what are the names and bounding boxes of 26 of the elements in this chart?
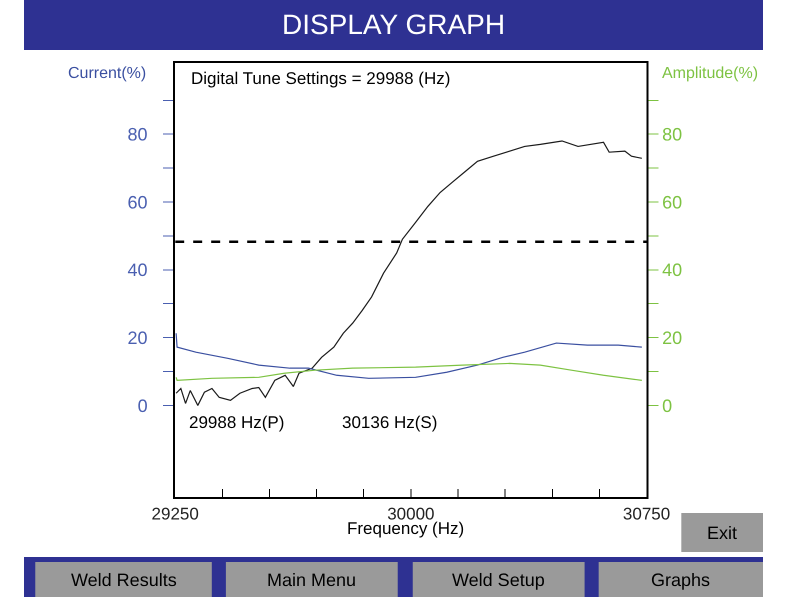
x-tick-label: 30750 bbox=[622, 504, 670, 524]
y2-axis-title: Amplitude(%) bbox=[662, 65, 758, 82]
y-tick-label: 40 bbox=[128, 260, 148, 280]
text: Weld Results bbox=[71, 570, 177, 590]
line-series bbox=[176, 332, 642, 379]
annotation: 30136 Hz(S) bbox=[342, 413, 438, 432]
chart-title: DISPLAY GRAPH bbox=[282, 9, 506, 40]
y2-tick-label: 40 bbox=[662, 260, 682, 280]
y2-tick-label: 20 bbox=[662, 328, 682, 348]
y-tick-label: 60 bbox=[128, 192, 148, 212]
y-axis-title: Current(%) bbox=[68, 65, 146, 82]
line-series bbox=[176, 362, 642, 381]
y2-tick-label: 60 bbox=[662, 192, 682, 212]
x-tick-label: 29250 bbox=[152, 504, 199, 524]
text: Weld Setup bbox=[452, 570, 545, 590]
y-tick-label: 20 bbox=[128, 328, 148, 348]
y-tick-label: 0 bbox=[138, 396, 148, 416]
text: Main Menu bbox=[267, 570, 356, 590]
y2-tick-label: 0 bbox=[662, 396, 672, 416]
annotation: 29988 Hz(P) bbox=[189, 413, 284, 432]
text: Exit bbox=[707, 523, 738, 543]
y-tick-label: 80 bbox=[128, 124, 148, 144]
text: Graphs bbox=[651, 570, 710, 590]
annotation: Digital Tune Settings = 29988 (Hz) bbox=[191, 69, 450, 88]
y2-tick-label: 80 bbox=[662, 124, 682, 144]
line-series bbox=[176, 140, 642, 406]
